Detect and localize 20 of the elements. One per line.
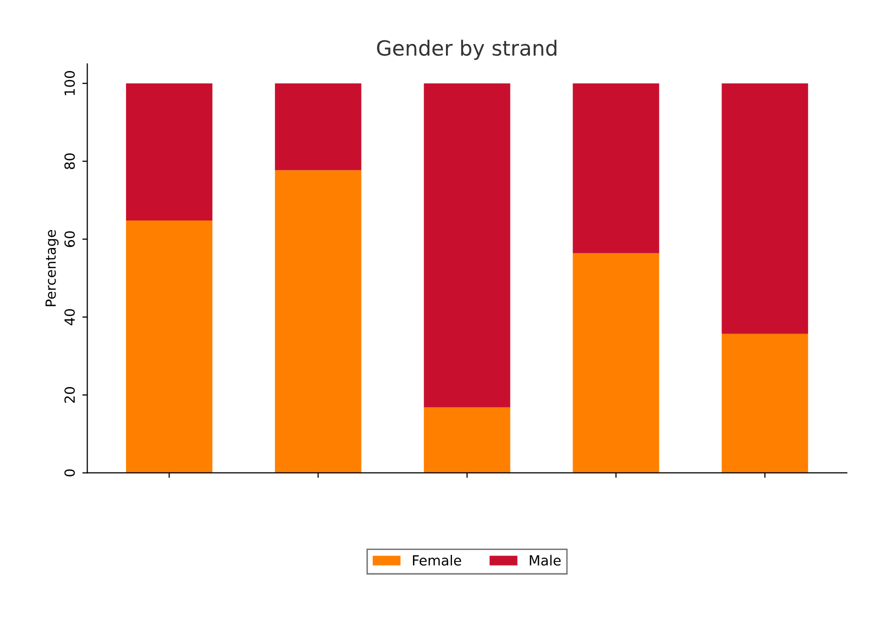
bar [274, 170, 362, 473]
bar [572, 83, 660, 254]
legend-label: Male [530, 554, 561, 566]
bar [424, 83, 510, 408]
bar [126, 220, 212, 473]
bar [722, 83, 808, 334]
y-tick-label: 20 [64, 387, 75, 403]
y-tick-label: 100 [64, 71, 75, 96]
bar [722, 334, 808, 473]
y-axis-title: Percentage [46, 230, 59, 306]
y-tick-label: 60 [64, 231, 75, 248]
bar [126, 83, 212, 220]
bar [424, 407, 510, 473]
y-tick-label: 40 [64, 309, 75, 326]
y-tick-label: 0 [64, 469, 75, 476]
bar [572, 253, 660, 473]
bar [274, 83, 362, 170]
chart-title: Gender by strand [377, 40, 556, 60]
legend-label: Female [412, 554, 462, 566]
y-tick-label: 80 [64, 153, 75, 170]
